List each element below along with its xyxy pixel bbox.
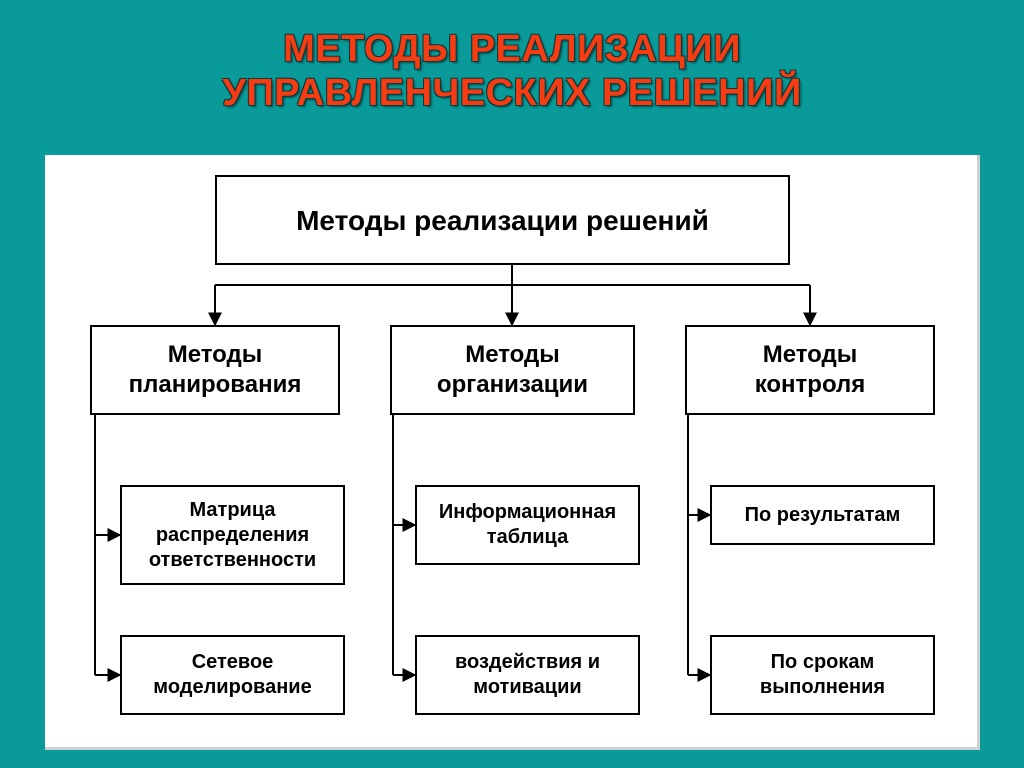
node-col2: Методыорганизации — [390, 325, 635, 415]
node-c1a: Матрицараспределенияответственности — [120, 485, 345, 585]
node-col1: Методыпланирования — [90, 325, 340, 415]
diagram-canvas: Методы реализации решений Методыпланирова… — [45, 155, 980, 750]
node-c2a: Информационнаятаблица — [415, 485, 640, 565]
node-c2b: воздействия имотивации — [415, 635, 640, 715]
node-c3a: По результатам — [710, 485, 935, 545]
node-c1b: Сетевоемоделирование — [120, 635, 345, 715]
slide-title: МЕТОДЫ РЕАЛИЗАЦИИ УПРАВЛЕНЧЕСКИХ РЕШЕНИЙ — [0, 28, 1024, 115]
title-line2: УПРАВЛЕНЧЕСКИХ РЕШЕНИЙ — [222, 72, 802, 114]
node-c3b: По срокамвыполнения — [710, 635, 935, 715]
node-col3: Методыконтроля — [685, 325, 935, 415]
title-line1: МЕТОДЫ РЕАЛИЗАЦИИ — [283, 28, 741, 70]
node-root: Методы реализации решений — [215, 175, 790, 265]
